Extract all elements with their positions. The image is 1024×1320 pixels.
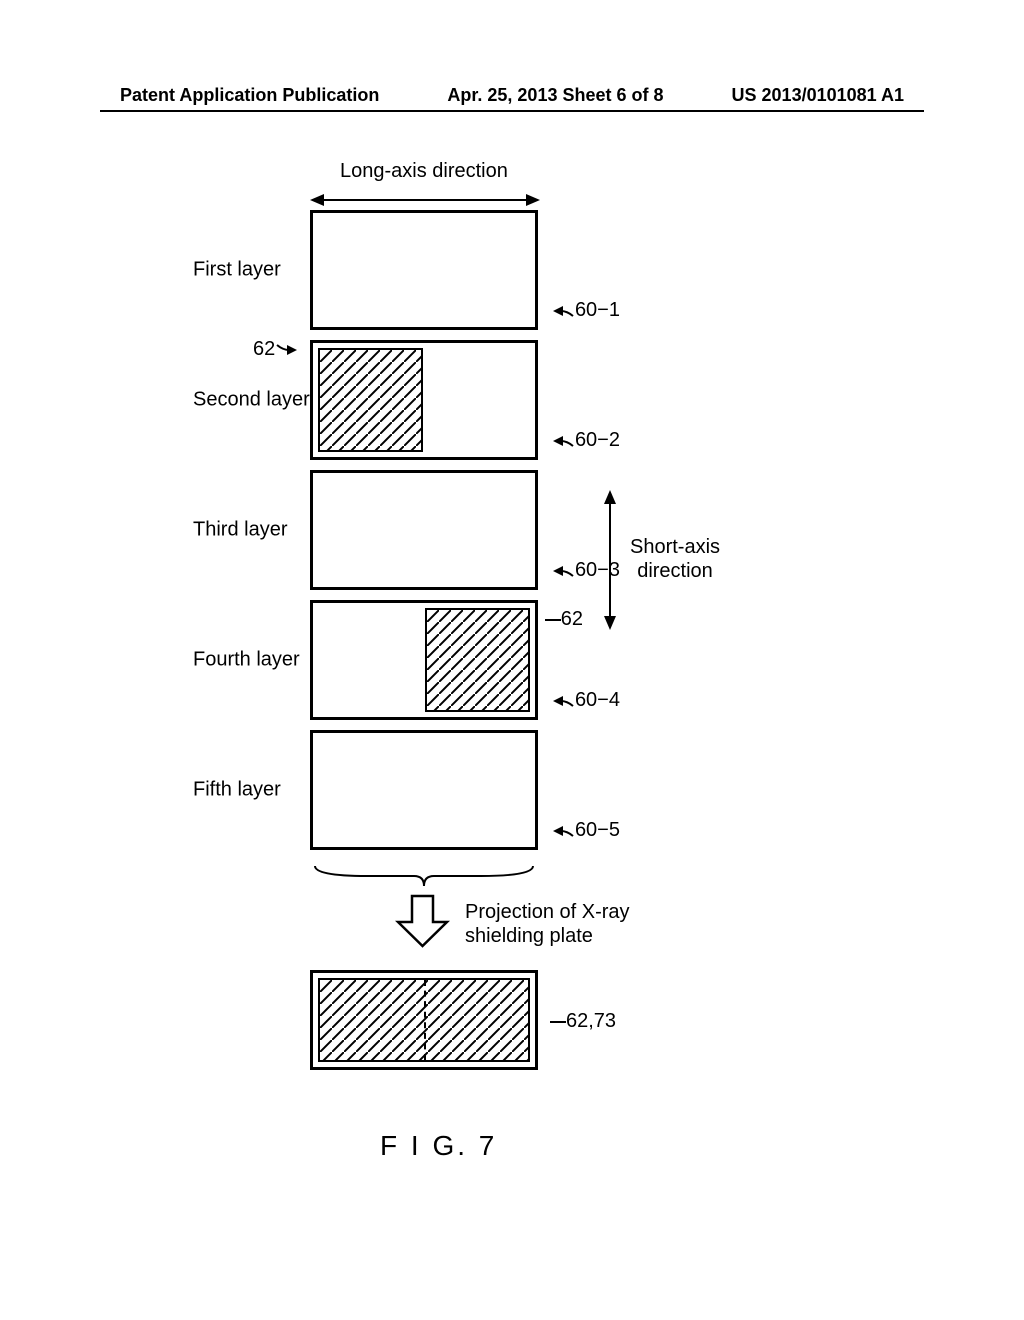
layer-label-2: Second layer (193, 389, 310, 412)
hatch-ref-2: 62 (253, 338, 297, 361)
layer-box-3: Third layer 60−3 (310, 470, 538, 590)
hatched-region-4 (425, 608, 530, 712)
header-left: Patent Application Publication (120, 85, 379, 106)
leader-arrow-icon (553, 564, 575, 578)
leader-arrow-icon (553, 304, 575, 318)
layer-label-4: Fourth layer (193, 649, 300, 672)
leader-arrow-icon (553, 824, 575, 838)
leader-line-icon (545, 614, 561, 626)
leader-arrow-icon (553, 434, 575, 448)
header-rule (100, 110, 924, 112)
layer-box-1: First layer 60−1 (310, 210, 538, 330)
figure-area: Long-axis direction Short-axis direction… (0, 160, 1024, 1320)
figure-label: F I G. 7 (380, 1130, 497, 1162)
layer-label-1: First layer (193, 259, 281, 282)
projection-arrow-icon (395, 894, 450, 949)
header-right: US 2013/0101081 A1 (732, 85, 904, 106)
layer-stack: First layer 60−1 Second layer 62 60−2 (310, 210, 538, 860)
layer-box-5: Fifth layer 60−5 (310, 730, 538, 850)
hatch-icon (427, 610, 528, 710)
leader-arrow-icon (553, 694, 575, 708)
layer-ref-2: 60−2 (553, 429, 620, 452)
long-axis-arrow-icon (310, 190, 540, 210)
page-header: Patent Application Publication Apr. 25, … (0, 85, 1024, 106)
projection-ref: 62,73 (550, 1010, 616, 1033)
layer-ref-3: 60−3 (553, 559, 620, 582)
hatched-region-2 (318, 348, 423, 452)
leader-line-icon (550, 1016, 566, 1028)
layer-label-5: Fifth layer (193, 779, 281, 802)
projection-box (310, 970, 538, 1070)
layer-label-3: Third layer (193, 519, 287, 542)
short-axis-label: Short-axis direction (630, 535, 720, 583)
hatch-ref-4: 62 (545, 608, 583, 631)
hatch-icon (320, 350, 421, 450)
layer-ref-1: 60−1 (553, 299, 620, 322)
projection-inner (318, 978, 530, 1062)
brace-icon (310, 864, 538, 889)
layer-box-4: Fourth layer 62 60−4 (310, 600, 538, 720)
leader-arrow-icon (275, 343, 297, 357)
long-axis-label: Long-axis direction (340, 160, 508, 183)
layer-ref-5: 60−5 (553, 819, 620, 842)
header-center: Apr. 25, 2013 Sheet 6 of 8 (447, 85, 663, 106)
layer-box-2: Second layer 62 60−2 (310, 340, 538, 460)
layer-ref-4: 60−4 (553, 689, 620, 712)
projection-label: Projection of X-ray shielding plate (465, 900, 630, 948)
projection-divider (424, 980, 426, 1060)
